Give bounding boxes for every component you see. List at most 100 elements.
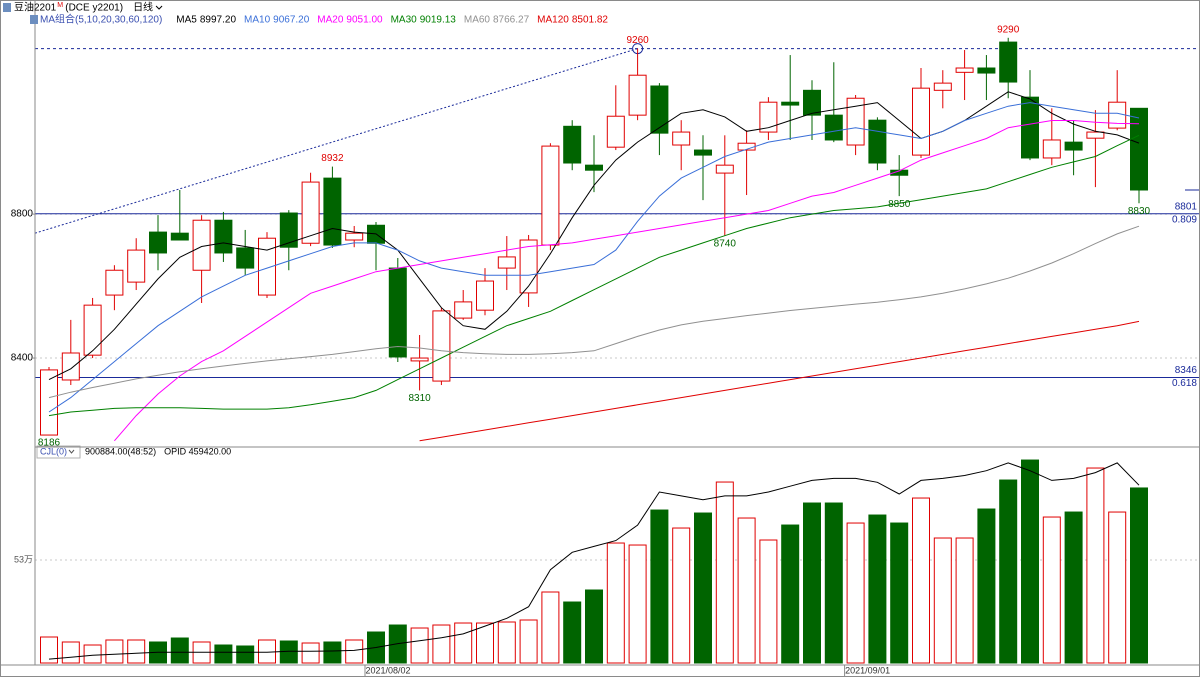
- candle-body: [650, 85, 669, 134]
- volume-bar: [497, 621, 516, 664]
- volume-bar: [1130, 487, 1148, 664]
- volume-bar: [1021, 459, 1039, 664]
- legend-name: MA5: [176, 15, 197, 26]
- candle-body: [410, 357, 429, 362]
- volume-bar: [541, 591, 560, 664]
- volume-average-line: [48, 462, 1140, 660]
- candle-body: [127, 249, 146, 283]
- candle-body: [977, 67, 996, 74]
- high-label: 8932: [321, 153, 344, 164]
- candle-body: [846, 97, 865, 146]
- volume-bar: [846, 522, 865, 664]
- candle-body: [933, 82, 952, 91]
- volume-bar: [1108, 511, 1127, 664]
- volume-bar: [999, 479, 1018, 664]
- volume-bar: [694, 512, 712, 664]
- y-tick-label: 53万: [14, 554, 33, 564]
- symbol-badge: M: [57, 2, 63, 9]
- candle-body: [694, 149, 712, 156]
- volume-bar: [1086, 467, 1105, 664]
- ma-line: [114, 120, 1140, 442]
- ma-line: [48, 102, 1140, 413]
- volume-bar: [258, 639, 276, 664]
- volume-bar: [606, 542, 625, 664]
- volume-bar: [781, 524, 800, 664]
- volume-indicator-box[interactable]: [36, 445, 81, 459]
- volume-bar: [563, 601, 582, 664]
- high-label: 9290: [997, 24, 1020, 35]
- volume-bar: [650, 509, 669, 664]
- legend-value: 9051.00: [346, 15, 383, 26]
- candle-body: [781, 101, 800, 106]
- legend-name: MA120: [537, 15, 569, 26]
- candle-body: [61, 352, 80, 381]
- level-value: 8801: [1175, 201, 1198, 212]
- level-ratio: 0.809: [1172, 214, 1197, 225]
- low-label: 8310: [408, 393, 431, 404]
- candle-body: [672, 131, 691, 146]
- legend-name: MA20: [317, 15, 344, 26]
- volume-bar: [933, 537, 952, 664]
- candle-body: [824, 114, 843, 141]
- candle-body: [149, 231, 167, 254]
- level-ratio: 0.618: [1172, 378, 1197, 389]
- candle-body: [628, 74, 647, 116]
- period-chevron[interactable]: [155, 5, 163, 10]
- header: 豆油2201 M (DCE y2201) 日线: [3, 1, 163, 14]
- candle-body: [999, 41, 1018, 83]
- candle-body: [40, 369, 58, 436]
- candle-body: [432, 310, 451, 382]
- legend-icon: [30, 15, 38, 24]
- volume-bar: [127, 639, 146, 664]
- y-tick-label: 8800: [11, 209, 34, 220]
- candle-body: [1064, 141, 1083, 151]
- volume-bar: [977, 508, 996, 664]
- candle-body: [715, 164, 734, 174]
- candle-body: [1021, 96, 1039, 159]
- low-label: 8186: [38, 438, 61, 449]
- volume-bar: [868, 514, 887, 664]
- period[interactable]: 日线: [133, 1, 153, 14]
- volume-bar: [323, 641, 342, 664]
- volume-bar: [83, 644, 102, 664]
- candle-body: [83, 304, 102, 356]
- volume-bar: [301, 642, 320, 664]
- ma-line: [419, 320, 1140, 442]
- trendline: [34, 48, 638, 234]
- volume-bar: [105, 639, 124, 664]
- legend-value: 8997.20: [200, 15, 237, 26]
- volume-bar: [955, 537, 974, 664]
- volume-bar: [803, 502, 821, 664]
- volume-bar: [628, 544, 647, 664]
- chart-layer: MA5 8997.20 MA10 9067.20 MA20 9051.00 MA30 9019…: [11, 15, 1200, 677]
- volume-bar: [824, 502, 843, 664]
- volume-bar: [737, 517, 756, 664]
- candle-body: [1086, 131, 1105, 139]
- candle-body: [1042, 139, 1061, 159]
- low-label: 8830: [1128, 206, 1151, 217]
- volume-bar: [170, 637, 189, 664]
- legend-value: 8501.82: [572, 15, 609, 26]
- low-label: 8850: [888, 199, 911, 210]
- legend-value: 9067.20: [273, 15, 310, 26]
- x-tick-label: 2021/08/02: [365, 665, 410, 675]
- x-tick-label: 2021/09/01: [845, 665, 890, 675]
- volume-opid: OPID 459420.00: [164, 446, 231, 456]
- volume-bar: [1064, 511, 1083, 664]
- volume-bar: [432, 624, 451, 664]
- legend-title[interactable]: MA组合(5,10,20,30,60,120): [40, 13, 162, 26]
- y-tick-label: 8400: [11, 353, 34, 364]
- candle-body: [279, 212, 298, 248]
- volume-bar: [454, 622, 473, 664]
- candle-body: [541, 145, 560, 246]
- candle-body: [454, 301, 473, 319]
- level-value: 8346: [1175, 365, 1198, 376]
- candle-body: [105, 269, 124, 296]
- volume-bar: [40, 636, 58, 664]
- candle-body: [868, 119, 887, 164]
- ma-line: [48, 225, 1140, 399]
- volume-bar: [61, 641, 80, 664]
- candle-body: [476, 280, 494, 311]
